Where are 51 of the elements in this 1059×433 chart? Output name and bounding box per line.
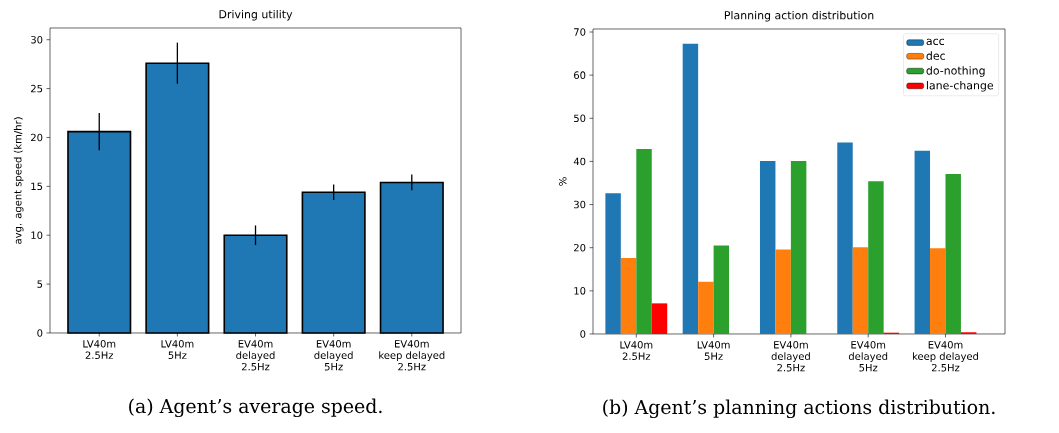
bar: [945, 173, 961, 334]
bar: [651, 303, 668, 334]
text: (a) Agent’s average speed.: [129, 398, 382, 418]
bar: [759, 160, 776, 334]
chart-title: Planning action distribution: [724, 10, 874, 22]
bar: [930, 248, 946, 334]
y-axis-title: avg. agent speed (km/hr): [13, 117, 24, 244]
x-tick-label: EV40m delayed 2.5Hz: [236, 339, 275, 371]
y-tick-label: 30: [574, 200, 586, 209]
y-tick-label: 10: [574, 287, 586, 295]
x-tick-label: EV40m keep delayed 2.5Hz: [379, 339, 445, 371]
x-tick-label: LV40m 2.5Hz: [620, 340, 653, 360]
y-axis-title: %: [558, 177, 567, 186]
bar: [713, 245, 730, 334]
x-tick-label: LV40m 5Hz: [697, 340, 730, 360]
bar: [790, 160, 807, 334]
bar: [914, 150, 931, 334]
bar: [698, 281, 714, 334]
y-tick-label: 20: [574, 243, 586, 252]
bar: [837, 142, 853, 334]
y-tick-label: 30: [31, 35, 43, 44]
chart-title: Driving utility: [219, 9, 293, 21]
y-tick-label: 25: [31, 84, 43, 93]
text: (b) Agent’s planning actions distribution.: [603, 399, 995, 419]
y-tick-label: 5: [37, 280, 43, 288]
y-tick-label: 60: [574, 71, 586, 79]
x-tick-label: LV40m 5Hz: [161, 339, 194, 359]
legend-label: dec: [926, 51, 945, 60]
y-tick-label: 40: [573, 157, 586, 166]
x-tick-label: EV40m delayed 5Hz: [314, 339, 353, 371]
legend-label: acc: [926, 38, 944, 46]
bar: [852, 247, 869, 334]
bar: [868, 181, 884, 334]
x-tick-label: LV40m 2.5Hz: [83, 339, 116, 359]
bar: [620, 258, 637, 334]
x-tick-label: EV40m delayed 5Hz: [848, 340, 888, 372]
legend-label: lane-change: [926, 80, 994, 92]
bar: [682, 43, 699, 334]
x-tick-label: EV40m keep delayed 2.5Hz: [912, 340, 978, 372]
y-tick-label: 0: [37, 329, 43, 337]
y-tick-label: 20: [31, 133, 43, 142]
y-tick-label: 50: [574, 114, 586, 123]
y-tick-label: 10: [31, 231, 43, 239]
bar: [636, 148, 652, 334]
y-tick-label: 70: [574, 28, 586, 36]
bar: [775, 249, 791, 334]
legend-label: do-nothing: [926, 66, 985, 77]
bar: [605, 193, 621, 334]
x-tick-label: EV40m delayed 2.5Hz: [771, 340, 810, 372]
y-tick-label: 0: [580, 330, 586, 338]
y-tick-label: 15: [31, 182, 43, 191]
